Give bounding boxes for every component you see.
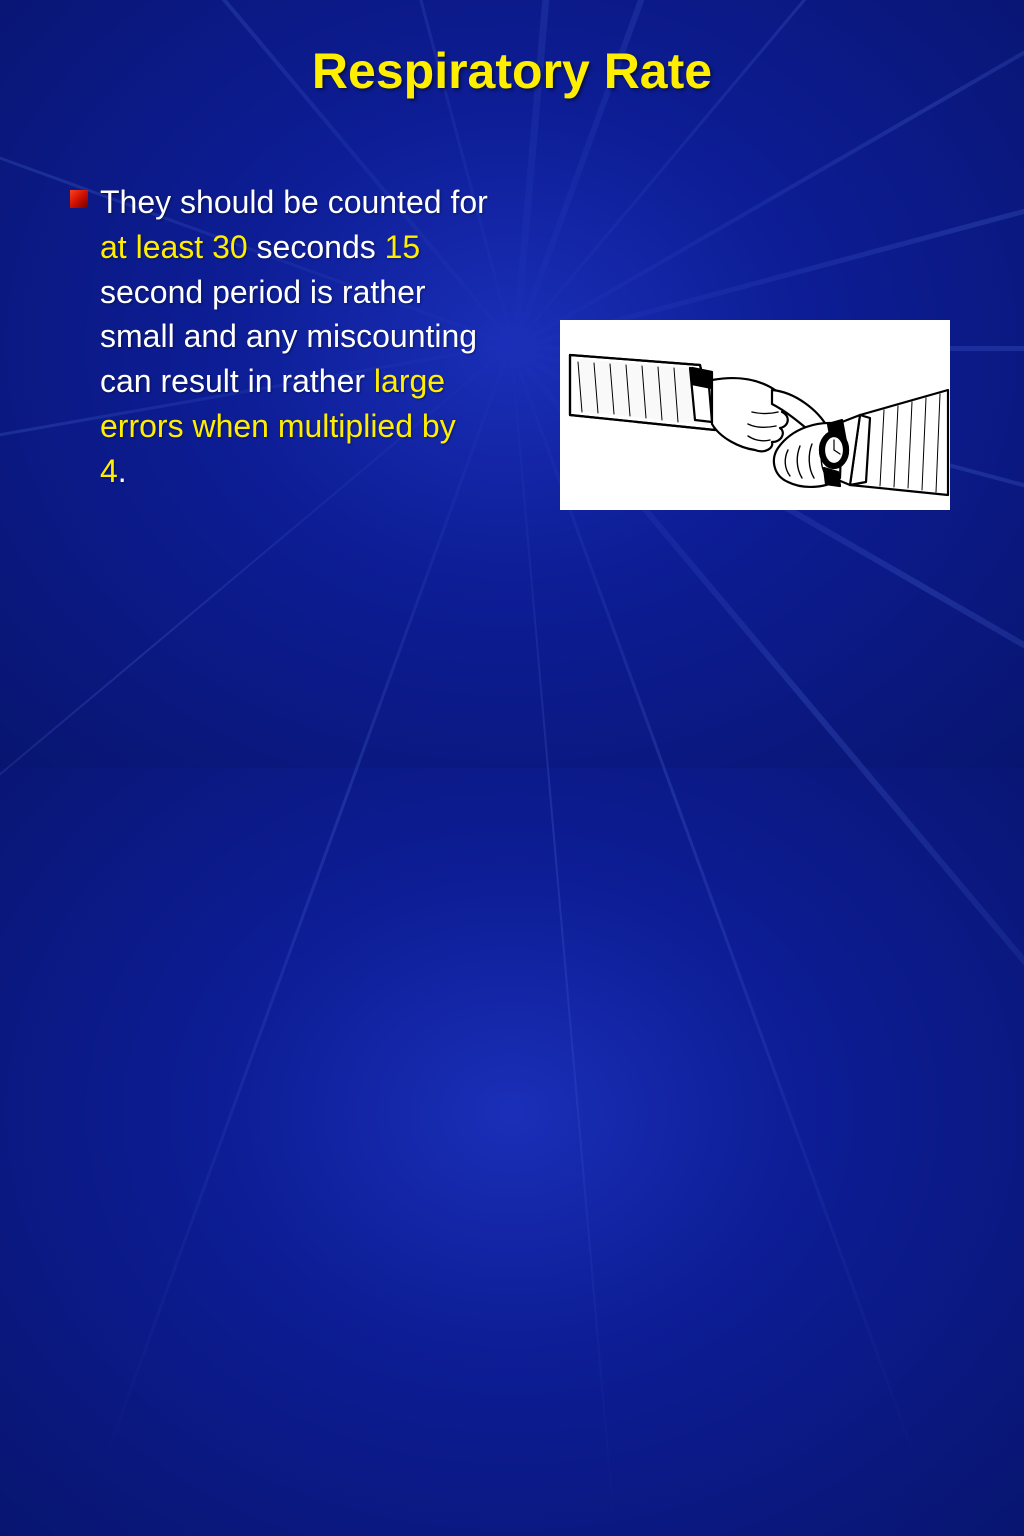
plain-text: seconds [248, 229, 385, 265]
bullet-icon [70, 190, 88, 208]
slide-body: They should be counted for at least 30 s… [70, 180, 490, 494]
wristwatch-check-illustration [560, 320, 950, 510]
highlighted-text: at least 30 [100, 229, 248, 265]
slide-title: Respiratory Rate [0, 42, 1024, 100]
bullet-text: They should be counted for at least 30 s… [100, 180, 490, 494]
highlighted-text: 15 [385, 229, 421, 265]
plain-text: They should be counted for [100, 184, 488, 220]
bullet-item: They should be counted for at least 30 s… [70, 180, 490, 494]
plain-text: . [118, 453, 127, 489]
